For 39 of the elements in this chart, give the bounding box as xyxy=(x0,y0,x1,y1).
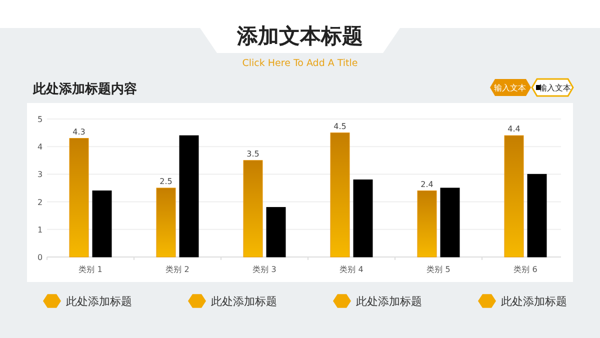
y-tick-label: 1 xyxy=(37,225,43,234)
bar xyxy=(417,190,437,258)
data-label: 2.5 xyxy=(160,177,172,186)
bar xyxy=(69,138,89,258)
data-label: 4.5 xyxy=(334,122,346,131)
bar xyxy=(353,179,373,258)
text: 输入文本 xyxy=(494,84,526,92)
text: 此处添加标题 xyxy=(211,295,277,308)
text: 此处添加标题内容 xyxy=(32,81,137,97)
y-tick-label: 3 xyxy=(37,170,43,180)
legend-label: 输入文本 xyxy=(539,84,571,92)
bar xyxy=(179,135,199,258)
data-label: 4.4 xyxy=(508,124,520,134)
text: 此处添加标题 xyxy=(501,295,567,308)
y-tick-label: 2 xyxy=(37,198,43,207)
data-label: 3.5 xyxy=(246,149,260,158)
x-tick-label: 类别 6 xyxy=(514,265,538,274)
y-tick-label: 0 xyxy=(37,253,43,262)
bar xyxy=(243,160,263,258)
x-tick-label: 类别 1 xyxy=(78,265,102,274)
text: 此处添加标题 xyxy=(66,295,132,308)
x-tick-label: 类别 3 xyxy=(252,265,276,274)
data-label: 2.4 xyxy=(420,180,434,189)
chart-title: 添加文本标题 xyxy=(236,24,363,48)
x-tick-label: 类别 5 xyxy=(426,265,450,274)
chart-subtitle: Click Here To Add A Title xyxy=(242,58,358,69)
x-tick-label: 类别 2 xyxy=(166,265,190,274)
y-tick-label: 5 xyxy=(37,115,43,124)
bar xyxy=(330,132,350,258)
bar xyxy=(266,207,286,258)
bar xyxy=(440,188,460,258)
data-label: 4.3 xyxy=(72,127,86,136)
y-tick-label: 4 xyxy=(37,142,43,152)
bar xyxy=(504,135,524,258)
bar xyxy=(92,190,112,258)
x-tick-label: 类别 4 xyxy=(340,265,364,274)
bar xyxy=(156,188,176,258)
text: 此处添加标题 xyxy=(356,295,422,308)
bar xyxy=(527,174,547,258)
